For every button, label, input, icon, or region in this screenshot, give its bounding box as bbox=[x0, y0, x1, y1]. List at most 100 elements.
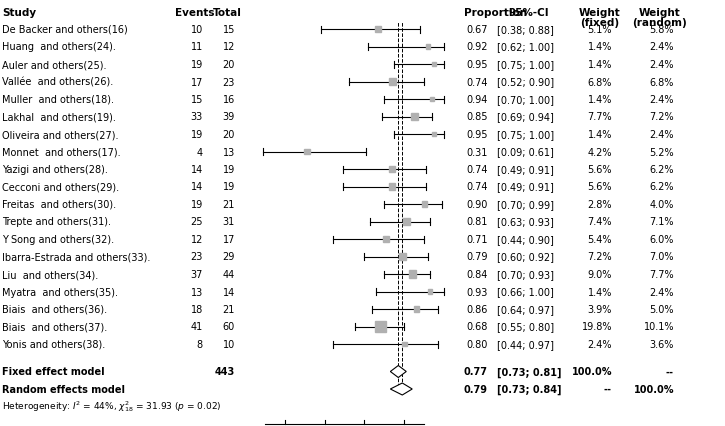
Text: 7.1%: 7.1% bbox=[650, 217, 674, 227]
Text: 19: 19 bbox=[191, 60, 203, 70]
Text: 1.4%: 1.4% bbox=[588, 60, 612, 70]
Text: Fixed effect model: Fixed effect model bbox=[2, 367, 104, 377]
Text: Myatra  and others(35).: Myatra and others(35). bbox=[2, 287, 118, 297]
Text: (fixed): (fixed) bbox=[581, 18, 620, 28]
Text: [0.52; 0.90]: [0.52; 0.90] bbox=[497, 77, 554, 87]
Bar bbox=[399, 253, 405, 260]
Text: [0.44; 0.90]: [0.44; 0.90] bbox=[497, 234, 554, 245]
Bar bbox=[413, 307, 419, 312]
Text: 0.79: 0.79 bbox=[466, 252, 488, 262]
Text: 0.92: 0.92 bbox=[466, 43, 488, 52]
Text: 18: 18 bbox=[191, 304, 203, 314]
Text: 1.4%: 1.4% bbox=[588, 43, 612, 52]
Text: [0.64; 0.97]: [0.64; 0.97] bbox=[497, 304, 554, 314]
Text: [0.70; 0.93]: [0.70; 0.93] bbox=[497, 269, 554, 279]
Text: 16: 16 bbox=[223, 95, 235, 105]
Text: 25: 25 bbox=[191, 217, 203, 227]
Bar bbox=[409, 271, 416, 278]
Text: Biais  and others(36).: Biais and others(36). bbox=[2, 304, 107, 314]
Text: [0.55; 0.80]: [0.55; 0.80] bbox=[497, 322, 554, 332]
Text: [0.66; 1.00]: [0.66; 1.00] bbox=[497, 287, 554, 297]
Text: 10.1%: 10.1% bbox=[644, 322, 674, 332]
Text: [0.49; 0.91]: [0.49; 0.91] bbox=[497, 182, 554, 192]
Text: 11: 11 bbox=[191, 43, 203, 52]
Text: 7.7%: 7.7% bbox=[587, 112, 612, 122]
Text: 0.74: 0.74 bbox=[466, 164, 488, 175]
Text: 41: 41 bbox=[191, 322, 203, 332]
Text: Study: Study bbox=[2, 8, 36, 18]
Text: Weight: Weight bbox=[579, 8, 621, 18]
Text: 7.0%: 7.0% bbox=[650, 252, 674, 262]
Text: (random): (random) bbox=[633, 18, 687, 28]
Text: 4: 4 bbox=[197, 147, 203, 157]
Text: 12: 12 bbox=[223, 43, 235, 52]
Text: [0.70; 1.00]: [0.70; 1.00] bbox=[497, 95, 554, 105]
Bar bbox=[389, 167, 395, 173]
Text: 0.93: 0.93 bbox=[467, 287, 488, 297]
Text: 19.8%: 19.8% bbox=[581, 322, 612, 332]
Text: Monnet  and others(17).: Monnet and others(17). bbox=[2, 147, 120, 157]
Text: 19: 19 bbox=[191, 199, 203, 210]
Bar bbox=[389, 184, 395, 190]
Text: Vallée  and others(26).: Vallée and others(26). bbox=[2, 77, 113, 87]
Text: 13: 13 bbox=[191, 287, 203, 297]
Text: 17: 17 bbox=[191, 77, 203, 87]
Text: 10: 10 bbox=[223, 339, 235, 349]
Text: 0.81: 0.81 bbox=[467, 217, 488, 227]
Text: Liu  and others(34).: Liu and others(34). bbox=[2, 269, 99, 279]
Text: [0.63; 0.93]: [0.63; 0.93] bbox=[497, 217, 554, 227]
Text: Total: Total bbox=[212, 8, 241, 18]
Text: 0.79: 0.79 bbox=[464, 384, 488, 394]
Text: [0.70; 0.99]: [0.70; 0.99] bbox=[497, 199, 554, 210]
Text: Cecconi and others(29).: Cecconi and others(29). bbox=[2, 182, 119, 192]
Text: 2.4%: 2.4% bbox=[650, 130, 674, 140]
Text: 0.95: 0.95 bbox=[466, 130, 488, 140]
Text: 0.77: 0.77 bbox=[464, 367, 488, 377]
Text: 21: 21 bbox=[223, 199, 235, 210]
Text: 6.8%: 6.8% bbox=[588, 77, 612, 87]
Text: Lakhal  and others(19).: Lakhal and others(19). bbox=[2, 112, 116, 122]
Text: 31: 31 bbox=[223, 217, 235, 227]
Text: Biais  and others(37).: Biais and others(37). bbox=[2, 322, 107, 332]
Text: Oliveira and others(27).: Oliveira and others(27). bbox=[2, 130, 118, 140]
Text: 4.0%: 4.0% bbox=[650, 199, 674, 210]
Text: [0.44; 0.97]: [0.44; 0.97] bbox=[497, 339, 554, 349]
Text: 0.68: 0.68 bbox=[467, 322, 488, 332]
Text: 100.0%: 100.0% bbox=[634, 384, 674, 394]
Bar bbox=[376, 27, 381, 33]
Text: 20: 20 bbox=[223, 130, 235, 140]
Text: 14: 14 bbox=[191, 182, 203, 192]
Text: 443: 443 bbox=[215, 367, 235, 377]
Bar bbox=[422, 202, 427, 207]
Text: 13: 13 bbox=[223, 147, 235, 157]
Text: 0.80: 0.80 bbox=[467, 339, 488, 349]
Text: [0.62; 1.00]: [0.62; 1.00] bbox=[497, 43, 554, 52]
Text: 21: 21 bbox=[223, 304, 235, 314]
Text: 2.4%: 2.4% bbox=[650, 43, 674, 52]
Text: 14: 14 bbox=[191, 164, 203, 175]
Text: 1.4%: 1.4% bbox=[588, 287, 612, 297]
Text: 44: 44 bbox=[223, 269, 235, 279]
Text: 0.85: 0.85 bbox=[466, 112, 488, 122]
Text: Events: Events bbox=[175, 8, 215, 18]
Text: 5.6%: 5.6% bbox=[587, 182, 612, 192]
Text: 39: 39 bbox=[223, 112, 235, 122]
Text: 95%-CI: 95%-CI bbox=[509, 8, 550, 18]
Text: 0.31: 0.31 bbox=[467, 147, 488, 157]
Text: 0.95: 0.95 bbox=[466, 60, 488, 70]
Bar bbox=[375, 321, 386, 332]
Text: 23: 23 bbox=[223, 77, 235, 87]
Text: 4.2%: 4.2% bbox=[587, 147, 612, 157]
Text: Trepte and others(31).: Trepte and others(31). bbox=[2, 217, 111, 227]
Text: 3.9%: 3.9% bbox=[588, 304, 612, 314]
Text: 0.74: 0.74 bbox=[466, 77, 488, 87]
Text: 19: 19 bbox=[223, 182, 235, 192]
Text: Huang  and others(24).: Huang and others(24). bbox=[2, 43, 116, 52]
Text: 100.0%: 100.0% bbox=[571, 367, 612, 377]
Text: 0.74: 0.74 bbox=[466, 182, 488, 192]
Text: 33: 33 bbox=[191, 112, 203, 122]
Text: 0.94: 0.94 bbox=[467, 95, 488, 105]
Bar bbox=[430, 98, 434, 102]
Text: 7.7%: 7.7% bbox=[650, 269, 674, 279]
Text: [0.38; 0.88]: [0.38; 0.88] bbox=[497, 25, 554, 35]
